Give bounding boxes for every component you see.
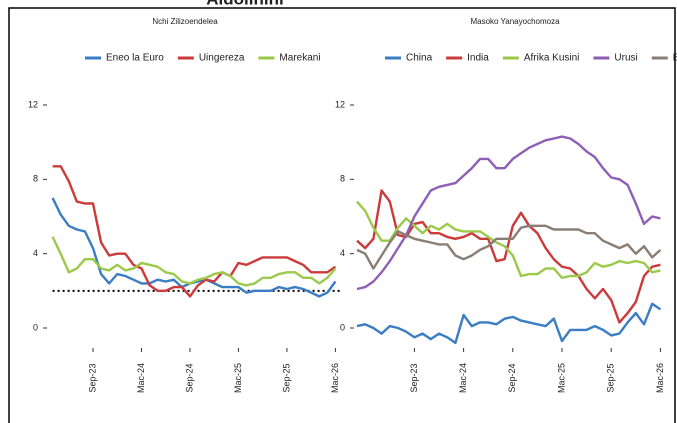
chart-title: Masoko Yanayochomoza: [470, 17, 560, 26]
x-tick-label: Mac-26: [330, 363, 340, 393]
series-line: [356, 135, 661, 291]
x-tick-label: Mac-26: [655, 363, 665, 393]
legend-label: Afrika Kusini: [524, 53, 580, 64]
x-tick-label: Mac-25: [556, 363, 566, 393]
x-tick-label: Sep-23: [87, 363, 97, 392]
series-line: [356, 302, 662, 345]
y-tick-label: 0: [340, 322, 345, 332]
legend-label: China: [406, 53, 433, 64]
legend-label: Marekani: [279, 53, 320, 64]
y-tick-label: 4: [33, 248, 38, 258]
legend-label: Urusi: [614, 53, 637, 64]
series-line: [51, 236, 337, 287]
series-line: [356, 200, 661, 279]
x-tick-label: Sep-24: [507, 363, 517, 392]
x-tick-label: Mac-25: [233, 363, 243, 393]
series-line: [356, 224, 662, 270]
x-tick-label: Sep-25: [281, 363, 291, 392]
page-title: Aidolinini: [206, 0, 283, 8]
legend-label: Brazil: [673, 53, 677, 64]
x-tick-label: Mac-24: [136, 363, 146, 393]
legend-label: Uingereza: [199, 53, 245, 64]
y-tick-label: 12: [335, 99, 345, 109]
x-tick-label: Mac-24: [458, 363, 468, 393]
chart-title: Nchi Zilizoendelea: [152, 17, 218, 26]
series-line: [52, 165, 337, 298]
y-tick-label: 8: [33, 174, 38, 184]
x-tick-label: Sep-23: [409, 363, 419, 392]
y-tick-label: 8: [340, 174, 345, 184]
y-tick-label: 12: [28, 99, 38, 109]
frame: [8, 7, 676, 423]
y-tick-label: 4: [340, 248, 345, 258]
x-tick-label: Sep-25: [606, 363, 616, 392]
legend-label: India: [467, 53, 489, 64]
x-tick-label: Sep-24: [184, 363, 194, 392]
series-line: [356, 189, 661, 324]
legend-label: Eneo la Euro: [106, 53, 164, 64]
y-tick-label: 0: [33, 322, 38, 332]
